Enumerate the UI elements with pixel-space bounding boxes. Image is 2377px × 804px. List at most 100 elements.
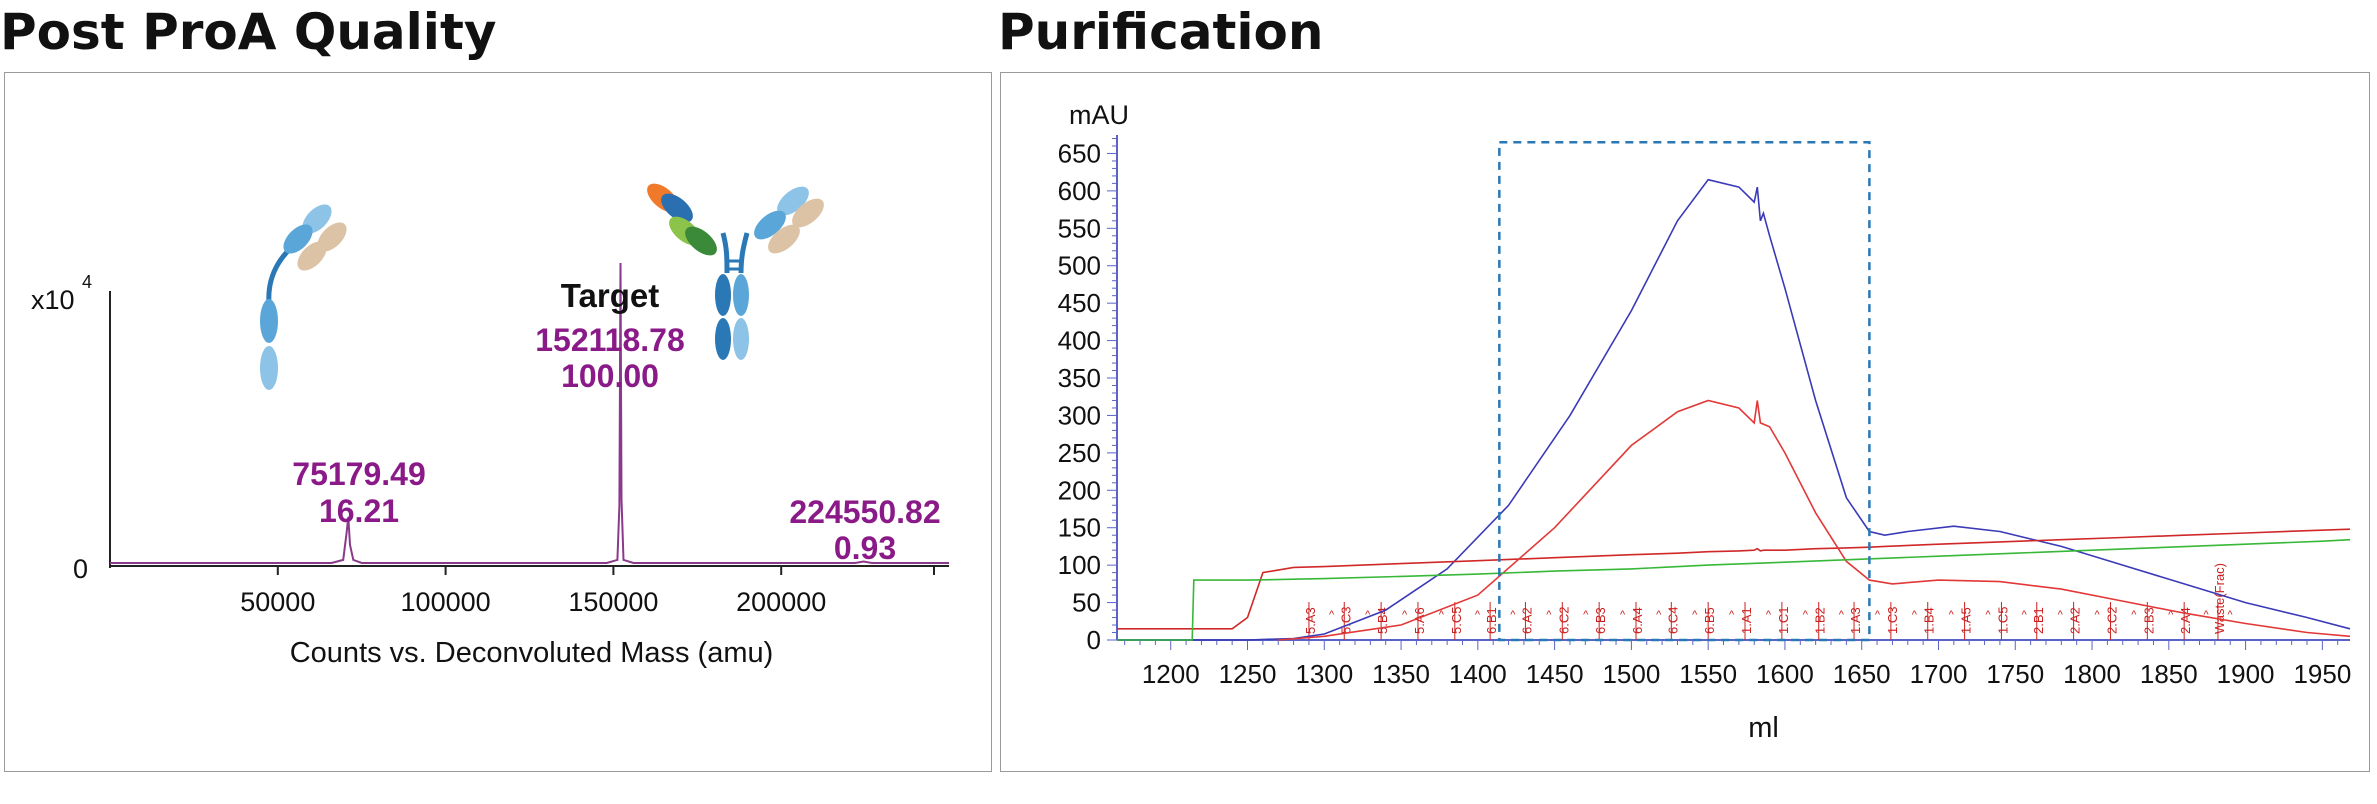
fraction-marker: ^ bbox=[1656, 609, 1662, 621]
y-tick-label: 0 bbox=[1087, 625, 1101, 655]
peak-mass-label: 75179.49 bbox=[292, 456, 425, 492]
fraction-marker: ^ bbox=[1329, 609, 1335, 621]
chromatogram-line bbox=[1117, 178, 2351, 641]
fraction-label: 6.B3 bbox=[1593, 607, 1608, 634]
fraction-marker: ^ bbox=[1875, 609, 1881, 621]
peak-value-label: 0.93 bbox=[834, 530, 896, 566]
fraction-label: 1.B2 bbox=[1813, 607, 1828, 634]
x-tick-label: 1800 bbox=[2063, 659, 2121, 689]
x-tick-label: 1200 bbox=[1142, 659, 1200, 689]
fab-domain bbox=[297, 241, 327, 271]
fab-domain bbox=[792, 198, 824, 228]
full-antibody-icon bbox=[647, 183, 824, 360]
y-tick-label: 50 bbox=[1072, 588, 1101, 618]
x-tick-label: 1650 bbox=[1833, 659, 1891, 689]
fraction-marker: ^ bbox=[1402, 609, 1408, 621]
x-axis-title: ml bbox=[1748, 712, 1779, 744]
fraction-label: 1.A5 bbox=[1959, 607, 1974, 634]
fraction-marker: ^ bbox=[1620, 609, 1626, 621]
fraction-marker: ^ bbox=[2022, 609, 2028, 621]
fraction-label: 5.A3 bbox=[1303, 607, 1318, 634]
chromatogram-line bbox=[1117, 528, 2351, 630]
y-tick-label: 500 bbox=[1058, 251, 1101, 281]
purification-panel: 0 50 100 150 200 250 300 350 400 450 500 550 600 650 1… bbox=[1000, 72, 2370, 772]
x-axis-title: Counts vs. Deconvoluted Mass (amu) bbox=[290, 637, 774, 669]
fab-domain bbox=[283, 224, 313, 254]
x-tick-label: 150000 bbox=[568, 587, 658, 617]
fraction-label: 5.A6 bbox=[1412, 607, 1427, 634]
y-tick-label: 0 bbox=[73, 554, 88, 584]
pooled-fraction-box bbox=[1498, 140, 1871, 642]
hinge bbox=[738, 232, 750, 274]
fraction-marker: ^ bbox=[1729, 609, 1735, 621]
fraction-label: 2.A4 bbox=[2178, 607, 2193, 634]
fc-domain bbox=[715, 274, 731, 316]
fraction-label: 1.A1 bbox=[1739, 607, 1754, 634]
purification-chart: 0 50 100 150 200 250 300 350 400 450 500 550 600 650 1… bbox=[1058, 100, 2352, 744]
x-tick-label: 1900 bbox=[2217, 659, 2275, 689]
y-exponent-label: 4 bbox=[82, 272, 92, 292]
mass-spec-panel: x10 4 0 50000 100000 150000 200000 Counts vs. D… bbox=[4, 72, 992, 772]
peak-mass-label: 224550.82 bbox=[789, 494, 940, 530]
fc-domain bbox=[260, 346, 278, 390]
y-tick-label: 650 bbox=[1058, 138, 1101, 168]
fraction-marker: ^ bbox=[1439, 609, 1445, 621]
y-multiplier-label: x10 bbox=[31, 285, 75, 315]
y-tick-label: 300 bbox=[1058, 400, 1101, 430]
spectrum-line bbox=[110, 262, 949, 564]
y-tick-label: 150 bbox=[1058, 513, 1101, 543]
fraction-label: 2.A2 bbox=[2068, 607, 2083, 634]
fraction-marker: ^ bbox=[1766, 609, 1772, 621]
x-tick-label: 1550 bbox=[1679, 659, 1737, 689]
fraction-marker: ^ bbox=[1803, 609, 1809, 621]
y-axis-title: mAU bbox=[1069, 100, 1129, 130]
fraction-label: 6.C2 bbox=[1556, 607, 1571, 634]
x-tick-label: 1850 bbox=[2140, 659, 2198, 689]
x-tick-label: 1700 bbox=[1910, 659, 1968, 689]
left-section-title: Post ProA Quality bbox=[0, 3, 497, 61]
fab-domain bbox=[685, 226, 717, 256]
fraction-marker: ^ bbox=[2131, 609, 2137, 621]
fraction-label: 1.C3 bbox=[1885, 607, 1900, 634]
fab-domain bbox=[754, 210, 786, 240]
y-tick-label: 550 bbox=[1058, 213, 1101, 243]
half-antibody-icon bbox=[260, 204, 347, 390]
fab-domain bbox=[768, 224, 800, 254]
x-tick-label: 1300 bbox=[1295, 659, 1353, 689]
fc-domain bbox=[733, 274, 749, 316]
y-tick-label: 200 bbox=[1058, 475, 1101, 505]
fraction-marker: ^ bbox=[1510, 609, 1516, 621]
fraction-marker: ^ bbox=[2203, 609, 2209, 621]
x-tick-label: 1600 bbox=[1756, 659, 1814, 689]
fraction-marker: ^ bbox=[1985, 609, 1991, 621]
x-tick-label: 1250 bbox=[1219, 659, 1277, 689]
x-tick-label: 200000 bbox=[736, 587, 826, 617]
target-label: Target bbox=[561, 277, 659, 314]
fraction-label: 6.A2 bbox=[1519, 607, 1534, 634]
fraction-label: 2.B1 bbox=[2031, 607, 2046, 634]
fc-domain bbox=[260, 299, 278, 343]
fraction-marker: ^ bbox=[1692, 609, 1698, 621]
mass-spec-chart: x10 4 0 50000 100000 150000 200000 Counts vs. D… bbox=[31, 183, 949, 669]
fraction-label: 2.C2 bbox=[2104, 607, 2119, 634]
chromatogram-line bbox=[1278, 399, 2351, 641]
fraction-label: 1.C1 bbox=[1776, 607, 1791, 634]
x-tick-label: 1450 bbox=[1526, 659, 1584, 689]
y-tick-label: 250 bbox=[1058, 438, 1101, 468]
fraction-label: 5.C5 bbox=[1449, 607, 1464, 634]
y-tick-label: 350 bbox=[1058, 363, 1101, 393]
peak-mass-label: 152118.78 bbox=[535, 322, 685, 358]
fraction-marker: ^ bbox=[1839, 609, 1845, 621]
peak-value-label: 16.21 bbox=[319, 493, 399, 529]
y-tick-label: 450 bbox=[1058, 288, 1101, 318]
fab-domain bbox=[661, 193, 693, 223]
fab-domain bbox=[777, 186, 809, 216]
hinge bbox=[720, 232, 730, 274]
fraction-label: 6.B5 bbox=[1702, 607, 1717, 634]
fc-domain bbox=[733, 318, 749, 360]
fraction-marker: ^ bbox=[1949, 609, 1955, 621]
right-section-title: Purification bbox=[998, 3, 1324, 61]
fraction-marker: ^ bbox=[1475, 609, 1481, 621]
fraction-marker: ^ bbox=[1912, 609, 1918, 621]
fraction-label: 2.B3 bbox=[2141, 607, 2156, 634]
